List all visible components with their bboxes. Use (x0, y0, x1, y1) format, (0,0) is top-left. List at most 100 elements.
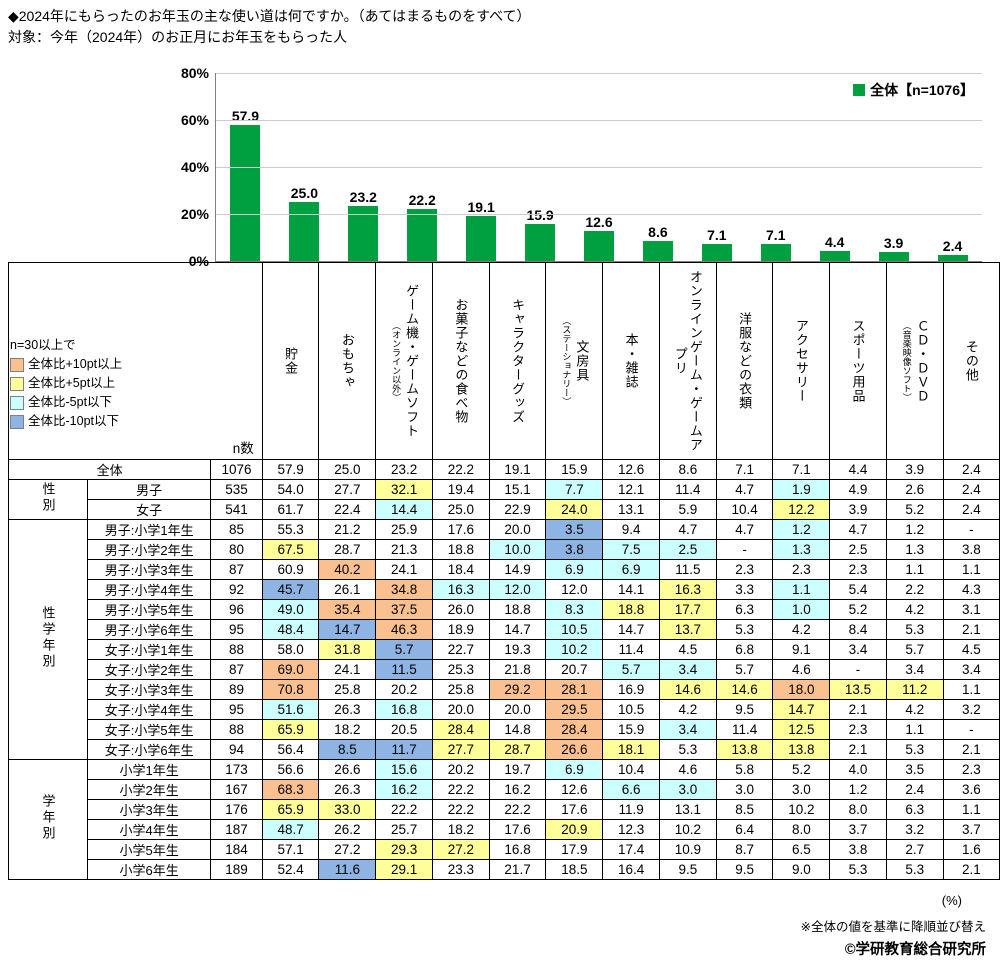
value-cell: 10.2 (772, 799, 831, 820)
bar (466, 216, 497, 261)
row-group-label-text: 性別 (40, 482, 56, 514)
value-cell: 1.1 (885, 719, 944, 740)
column-header-label: アクセサリー (793, 319, 809, 403)
n-count-cell: 87 (210, 659, 263, 680)
n-count-cell: 95 (210, 699, 263, 720)
table-row: 学年別 小学1年生 173 56.6 26.6 15.6 20.2 19.7 6.9 10.4 4.… (8, 759, 1000, 880)
value-cell: 3.9 (885, 459, 944, 480)
value-cell: 70.8 (261, 679, 320, 700)
value-cell: 3.8 (545, 539, 604, 560)
value-cell: 5.3 (658, 739, 717, 760)
value-cell: 2.3 (829, 719, 887, 740)
value-cell: 51.6 (261, 699, 320, 720)
value-cell: 18.5 (545, 859, 604, 880)
threshold-legend-item: 全体比+5pt以上 (10, 374, 122, 393)
value-cell: 29.3 (375, 839, 434, 860)
value-cell: 8.4 (829, 619, 887, 640)
value-cell: 9.4 (602, 519, 660, 540)
value-cell: 2.4 (942, 499, 1000, 520)
value-cell: 27.2 (432, 839, 490, 860)
value-cell: 35.4 (318, 599, 377, 620)
value-cell: 9.5 (658, 859, 717, 880)
bar-value-label: 23.2 (349, 189, 377, 206)
table-row: 男子:小学3年生 87 60.9 40.2 24.1 18.4 14.9 6.9 6.9 11.5… (9, 559, 1000, 580)
percent-unit-label: (%) (941, 893, 962, 908)
bar-value-label: 3.9 (883, 234, 904, 251)
legend-color-swatch (853, 84, 866, 96)
column-header: 貯金 (261, 262, 320, 460)
value-cell: 5.3 (715, 619, 774, 640)
value-cell: 25.7 (375, 819, 434, 840)
column-header-label: 洋服などの衣類 (737, 312, 753, 410)
value-cell: 5.3 (829, 859, 887, 880)
n-count-cell: 88 (210, 719, 263, 740)
bar-value-label: 7.1 (707, 227, 727, 244)
value-cell: 18.8 (432, 539, 490, 560)
y-axis-tick: 0% (188, 253, 209, 269)
value-cell: 22.2 (432, 459, 490, 480)
value-cell: 3.4 (658, 719, 717, 740)
value-cell: 4.6 (658, 759, 717, 780)
value-cell: 12.6 (602, 459, 660, 480)
column-header-label: スポーツ用品 (850, 319, 866, 403)
bar-chart-plot-area: 57.9 25.0 23.2 22.2 19.1 15.9 12.6 8.6 7.1 7.1 4.4… (181, 65, 982, 269)
value-cell: 22.2 (432, 799, 490, 820)
value-cell: 23.2 (375, 459, 434, 480)
value-cell: 4.5 (658, 639, 717, 660)
value-cell: 6.8 (715, 639, 774, 660)
bar-cell: 3.9 (864, 73, 923, 261)
value-cell: 2.3 (715, 559, 774, 580)
value-cell: 20.7 (545, 659, 604, 680)
value-cell: 15.9 (545, 459, 604, 480)
y-axis-tick: 60% (180, 112, 209, 128)
value-cell: 17.6 (545, 799, 604, 820)
value-cell: 13.1 (658, 799, 717, 820)
bar (642, 240, 673, 261)
value-cell: 27.2 (318, 839, 377, 860)
value-cell: 18.8 (488, 599, 547, 620)
value-cell: 11.4 (715, 719, 774, 740)
value-cell: 19.7 (488, 759, 547, 780)
value-cell: 48.7 (261, 819, 320, 840)
value-cell: 7.7 (545, 479, 604, 500)
row-label: 男子:小学3年生 (86, 559, 212, 580)
value-cell: 26.3 (318, 699, 377, 720)
value-cell: 2.6 (885, 479, 944, 500)
column-header-label: おもちゃ (339, 333, 355, 389)
bar (289, 202, 320, 261)
value-cell: 3.0 (658, 779, 717, 800)
row-label: 男子:小学2年生 (86, 539, 212, 560)
n-count-cell: 80 (210, 539, 263, 560)
value-cell: 22.2 (432, 779, 490, 800)
column-header: ゲーム機・ゲームソフト （オンライン以外） (375, 262, 434, 460)
value-cell: 2.7 (885, 839, 944, 860)
value-cell: 15.1 (488, 479, 547, 500)
value-cell: 14.7 (602, 619, 660, 640)
table-row: 女子:小学2年生 87 69.0 24.1 11.5 25.3 21.8 20.7 5.7 3.4… (9, 659, 1000, 680)
column-header-label: 文房具 （ステーショナリー） (561, 316, 590, 406)
bar (760, 244, 791, 261)
value-cell: 28.7 (488, 739, 547, 760)
n-count-cell: 88 (210, 639, 263, 660)
value-cell: 17.6 (432, 519, 490, 540)
value-cell: 56.6 (261, 759, 320, 780)
page-title: ◆2024年にもらったのお年玉の主な使い道は何ですか。（あてはまるものをすべて） (8, 8, 531, 24)
row-label: 男子:小学1年生 (86, 519, 212, 540)
value-cell: 65.9 (261, 719, 320, 740)
threshold-item-label: 全体比+5pt以上 (28, 376, 116, 390)
value-cell: 21.8 (488, 659, 547, 680)
column-header: 洋服などの衣類 (715, 262, 774, 460)
value-cell: 1.2 (829, 779, 887, 800)
value-cell: 21.2 (318, 519, 377, 540)
value-cell: 1.2 (772, 519, 831, 540)
value-cell: 17.7 (658, 599, 717, 620)
row-label: 女子:小学1年生 (86, 639, 212, 660)
row-label: 男子:小学6年生 (86, 619, 212, 640)
value-cell: 6.4 (715, 819, 774, 840)
value-cell: 2.1 (942, 619, 1000, 640)
row-label: 女子:小学2年生 (86, 659, 212, 680)
column-header-label: 貯金 (283, 347, 299, 375)
row-group-label-text: 学年別 (40, 794, 56, 842)
value-cell: 4.2 (885, 599, 944, 620)
